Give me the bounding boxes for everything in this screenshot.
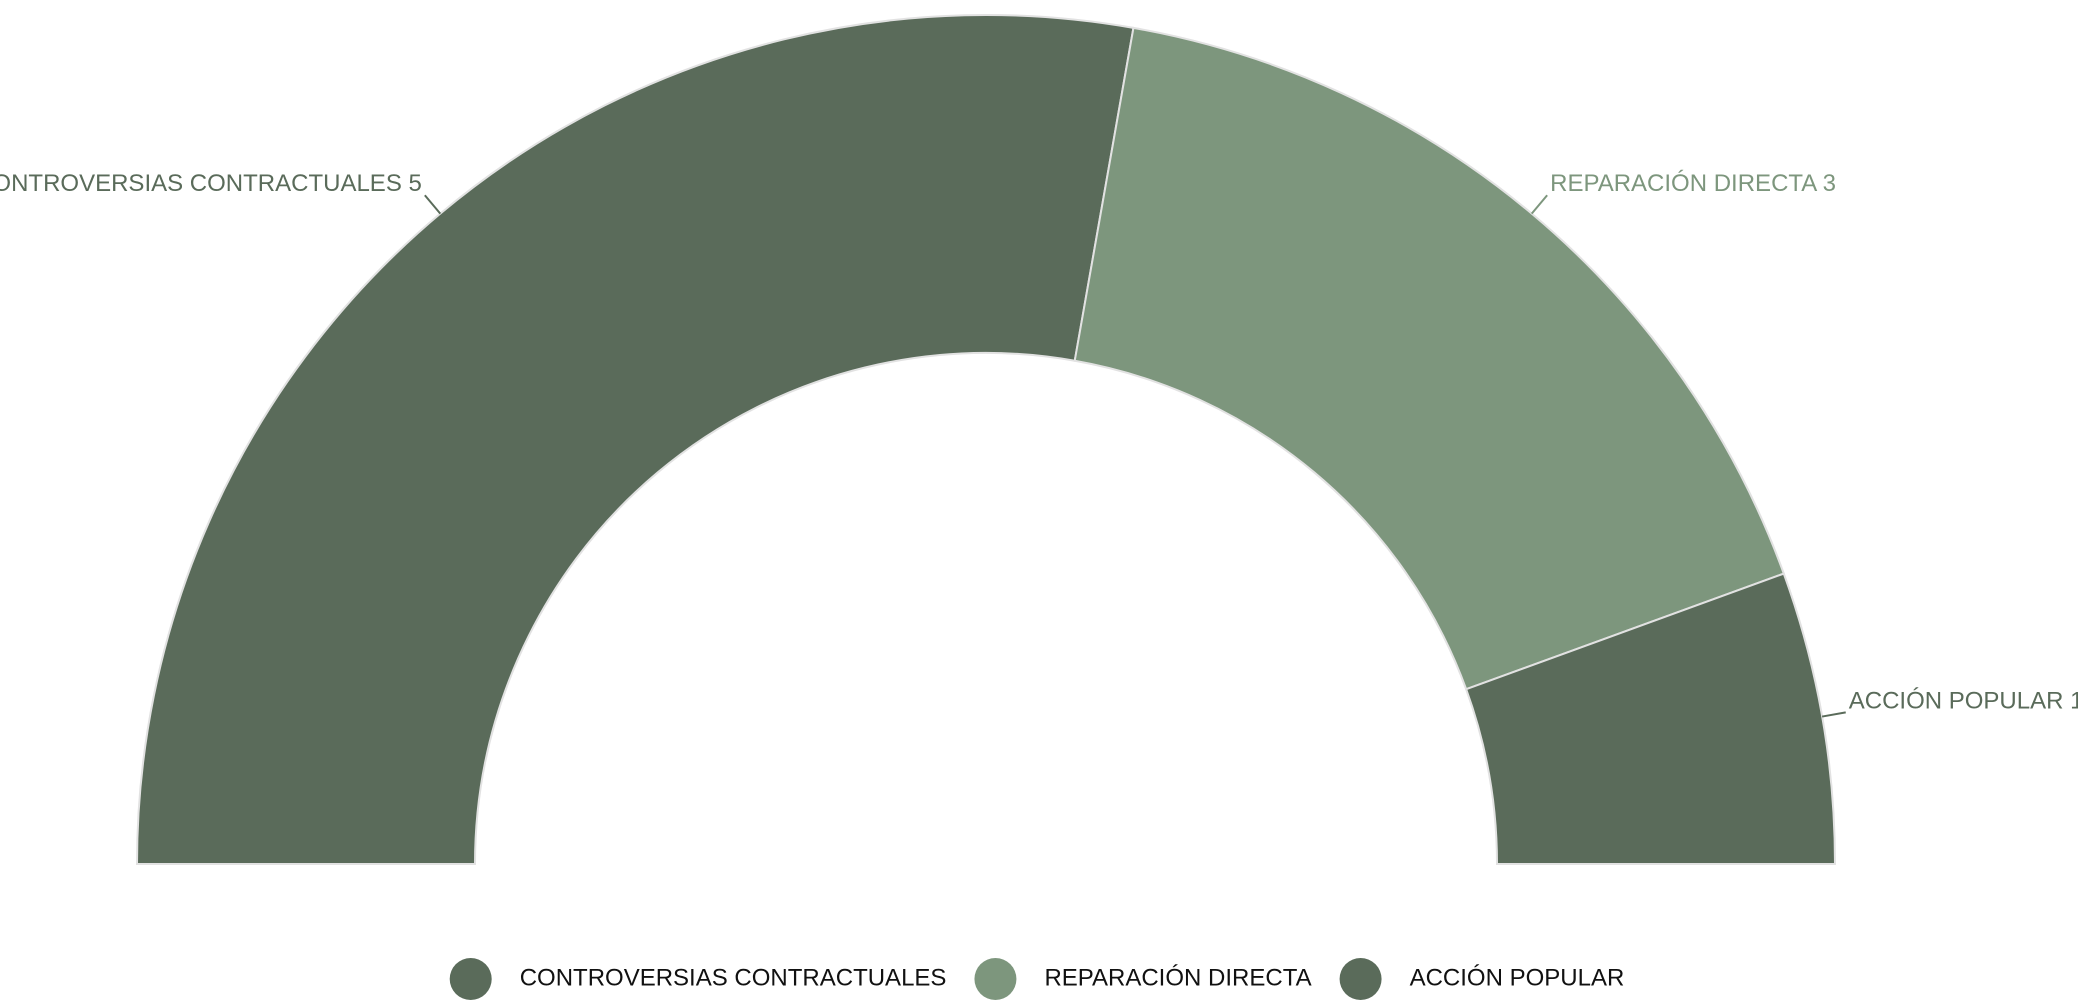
legend: CONTROVERSIAS CONTRACTUALES REPARACIÓN DI…	[449, 958, 1625, 1000]
label-value: 1	[2070, 688, 2078, 715]
label-value: 3	[1823, 171, 1836, 198]
slice	[1073, 26, 1786, 691]
data-label: REPARACIÓN DIRECTA 3	[1550, 171, 1836, 198]
legend-label: REPARACIÓN DIRECTA	[1044, 964, 1311, 991]
slice	[1464, 572, 1837, 865]
legend-label: CONTROVERSIAS CONTRACTUALES	[520, 964, 947, 991]
label-name: CONTROVERSIAS CONTRACTUALES	[0, 171, 402, 198]
label-name: ACCIÓN POPULAR	[1849, 688, 2064, 715]
data-label: ACCIÓN POPULAR 1	[1849, 688, 2078, 715]
legend-marker	[1339, 958, 1382, 1000]
leader-line	[1821, 711, 1846, 718]
leader-line	[1530, 194, 1548, 215]
legend-marker	[974, 958, 1017, 1000]
data-label: CONTROVERSIAS CONTRACTUALES 5	[0, 171, 422, 198]
label-value: 5	[408, 171, 421, 198]
slice	[135, 14, 1135, 865]
leader-line	[424, 194, 442, 215]
legend-label: ACCIÓN POPULAR	[1410, 964, 1625, 991]
label-name: REPARACIÓN DIRECTA	[1550, 171, 1817, 198]
legend-marker	[449, 958, 492, 1000]
